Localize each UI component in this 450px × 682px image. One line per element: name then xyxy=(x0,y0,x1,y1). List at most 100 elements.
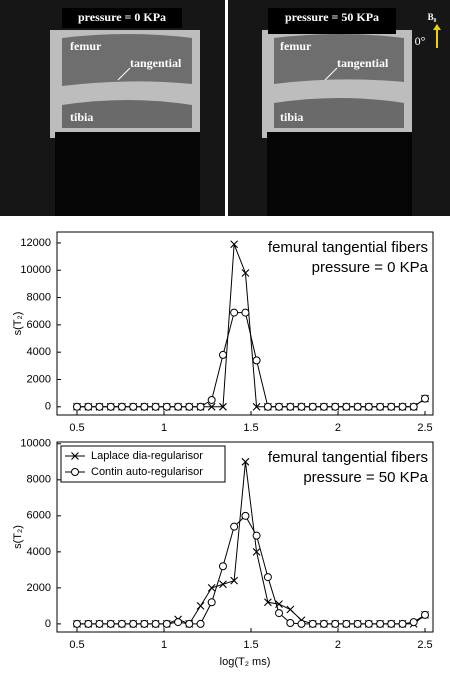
series-line xyxy=(77,515,426,625)
y-tick-label: 8000 xyxy=(27,291,51,303)
tibia-label: tibia xyxy=(70,110,93,124)
plot-frame xyxy=(56,441,434,633)
label-box xyxy=(268,8,396,34)
y-axis-label: s(T₂) xyxy=(12,525,24,549)
annotation: femural tangential fibers xyxy=(268,239,428,256)
marker-x xyxy=(241,269,250,277)
marker-circle xyxy=(174,402,183,411)
legend-label: Contin auto-regularisor xyxy=(91,466,203,478)
marker-x xyxy=(252,402,261,411)
marker-circle xyxy=(162,619,171,628)
angle-label: 0° xyxy=(415,34,426,48)
marker-x xyxy=(219,402,227,411)
marker-circle xyxy=(331,619,340,628)
marker-circle xyxy=(95,402,104,411)
marker-circle xyxy=(117,619,126,628)
marker-circle xyxy=(162,402,171,411)
marker-circle xyxy=(275,609,284,618)
marker-circle xyxy=(263,402,272,411)
marker-circle xyxy=(252,356,261,365)
x-tick-label: 0.5 xyxy=(69,639,84,651)
marker-circle xyxy=(140,402,149,411)
marker-x xyxy=(196,601,205,610)
marker-circle xyxy=(207,395,216,404)
marker-circle xyxy=(319,619,328,628)
marker-x xyxy=(252,547,261,556)
marker-circle xyxy=(387,402,396,411)
marker-circle xyxy=(286,618,295,627)
marker-circle xyxy=(185,402,194,411)
marker-circle xyxy=(117,402,126,411)
legend-box xyxy=(60,445,226,483)
y-tick-label: 2000 xyxy=(27,582,51,594)
y-tick-label: 10000 xyxy=(20,438,51,450)
marker-circle xyxy=(252,531,261,540)
marker-x xyxy=(207,402,216,411)
femur-region xyxy=(62,34,192,86)
annotation: pressure = 50 KPa xyxy=(303,469,428,486)
field-arrowhead xyxy=(433,24,441,30)
marker-circle xyxy=(151,619,160,628)
marker-x xyxy=(263,598,272,607)
marker-x xyxy=(230,240,239,249)
marker-circle xyxy=(95,619,104,628)
marker-circle xyxy=(409,402,418,411)
y-tick-label: 6000 xyxy=(27,319,51,331)
marker-circle xyxy=(71,468,79,476)
marker-circle xyxy=(319,402,328,411)
marker-circle xyxy=(364,619,373,628)
field-label: B₀ xyxy=(428,12,437,22)
femur-label: femur xyxy=(280,39,312,53)
tangential-label: tangential xyxy=(337,56,389,70)
marker-circle xyxy=(185,619,194,628)
marker-circle xyxy=(140,619,149,628)
marker-circle xyxy=(364,402,373,411)
y-tick-label: 0 xyxy=(45,618,51,630)
arrow xyxy=(324,67,338,81)
marker-circle xyxy=(218,350,227,359)
tibia-region xyxy=(274,98,404,128)
marker-circle xyxy=(241,511,250,520)
label-box xyxy=(62,8,182,28)
y-axis-label: s(T₂) xyxy=(12,312,24,336)
annotation: pressure = 0 KPa xyxy=(312,259,429,276)
tibia-label: tibia xyxy=(280,110,303,124)
y-tick-label: 10000 xyxy=(20,264,51,276)
marker-circle xyxy=(353,402,362,411)
marker-x xyxy=(207,583,216,592)
plate xyxy=(55,132,200,216)
marker-x xyxy=(230,576,239,585)
marker-circle xyxy=(376,402,385,411)
tibia-region xyxy=(62,100,192,128)
marker-x xyxy=(219,580,227,589)
chart: 0 2000 4000 6000 8000 10000 12000 0.5 1 1.5 2 2.5 s(… xyxy=(12,231,434,434)
marker-circle xyxy=(196,619,205,628)
tangential-label: tangential xyxy=(130,56,182,70)
y-tick-label: 2000 xyxy=(27,373,51,385)
plot-frame xyxy=(56,231,434,416)
marker-circle xyxy=(106,402,115,411)
marker-circle xyxy=(84,619,93,628)
legend-label: Laplace dia-regularisor xyxy=(91,450,203,462)
x-axis-label: log(T₂ ms) xyxy=(220,656,271,668)
marker-circle xyxy=(308,402,317,411)
marker-circle xyxy=(196,402,205,411)
marker-circle xyxy=(151,402,160,411)
mri-images: pressure = 0 KPa femur tangential tibia … xyxy=(0,0,450,216)
marker-circle xyxy=(420,610,429,619)
arrow xyxy=(117,67,131,81)
marker-circle xyxy=(286,402,295,411)
marker-circle xyxy=(230,522,239,531)
y-tick-label: 8000 xyxy=(27,474,51,486)
marker-circle xyxy=(387,619,396,628)
series-line xyxy=(77,312,426,408)
marker-circle xyxy=(342,619,351,628)
panel-label: pressure = 50 KPa xyxy=(285,10,379,24)
marker-circle xyxy=(308,619,317,628)
y-tick-label: 0 xyxy=(45,401,51,413)
x-tick-label: 0.5 xyxy=(69,422,84,434)
marker-circle xyxy=(174,618,183,627)
x-tick-label: 2 xyxy=(335,639,341,651)
y-tick-label: 6000 xyxy=(27,510,51,522)
